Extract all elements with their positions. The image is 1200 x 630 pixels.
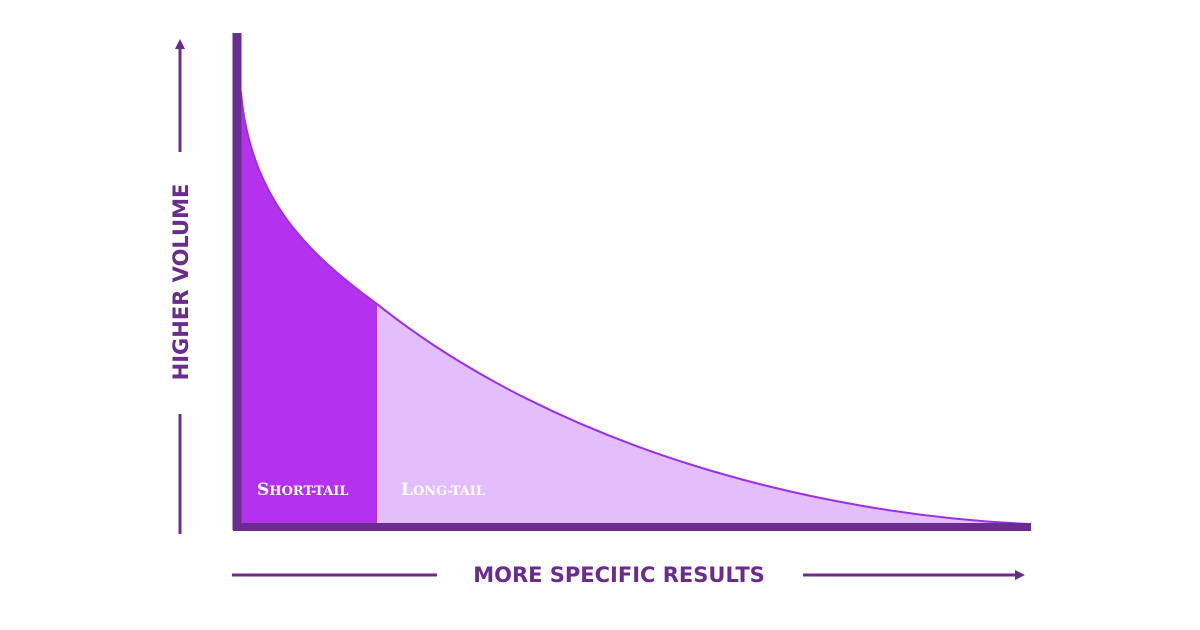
- short-tail-label: SHORT-TAIL: [257, 480, 349, 500]
- long-tail-area: [377, 304, 1030, 524]
- long-tail-label-rest: ONG-TAIL: [413, 484, 485, 499]
- short-tail-label-rest: HORT-TAIL: [269, 484, 348, 499]
- long-tail-label: LONG-TAIL: [401, 480, 485, 500]
- demand-curve: [240, 91, 1031, 525]
- short-tail-label-initial: S: [257, 480, 269, 500]
- long-tail-label-initial: L: [401, 480, 413, 500]
- y-axis-title: HIGHER VOLUME: [169, 184, 193, 381]
- x-axis-title: MORE SPECIFIC RESULTS: [473, 563, 765, 587]
- short-tail-area: [241, 92, 377, 524]
